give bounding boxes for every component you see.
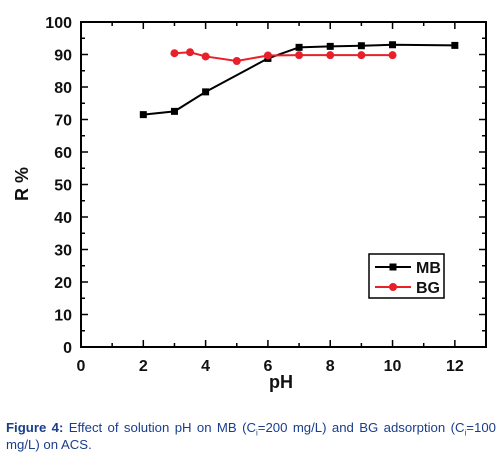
series-bg xyxy=(170,48,397,65)
legend-item-bg: BG xyxy=(375,280,440,297)
caption-text-2: =200 mg/L) and BG adsorption (C xyxy=(257,420,465,435)
y-tick-label: 20 xyxy=(54,275,72,292)
x-axis-title: pH xyxy=(269,372,293,392)
y-tick-label: 60 xyxy=(54,145,72,162)
x-tick-label: 0 xyxy=(77,358,86,375)
series-mb-point xyxy=(451,41,459,49)
legend-box xyxy=(368,253,445,299)
y-tick-label: 90 xyxy=(54,48,72,65)
x-tick-label: 4 xyxy=(201,358,210,375)
y-tick-label: 70 xyxy=(54,113,72,130)
y-tick-label: 80 xyxy=(54,80,72,97)
figure-label: Figure 4: xyxy=(6,420,64,435)
legend-label: BG xyxy=(416,280,440,297)
series-mb-point xyxy=(357,42,365,50)
series-mb-point xyxy=(326,42,334,50)
series-mb-point xyxy=(170,107,178,115)
y-tick-label: 10 xyxy=(54,308,72,325)
legend-label: MB xyxy=(416,260,441,277)
legend-swatch-marker xyxy=(389,263,397,271)
y-tick-label: 30 xyxy=(54,243,72,260)
series-bg-point xyxy=(201,52,210,61)
series-bg-point xyxy=(186,48,195,57)
caption-text-1: Effect of solution pH on MB (C xyxy=(63,420,256,435)
legend-swatch-marker xyxy=(389,283,397,291)
caption-sub-2: i xyxy=(464,428,467,438)
figure-caption: Figure 4: Effect of solution pH on MB (C… xyxy=(6,419,496,453)
x-tick-label: 12 xyxy=(446,358,464,375)
y-tick-label: 0 xyxy=(63,340,72,357)
y-ticks: 0 10 20 30 40 50 60 70 80 90 100 xyxy=(45,15,486,357)
series-mb-point xyxy=(202,88,210,96)
y-axis-title: R % xyxy=(12,167,32,201)
y-tick-label: 40 xyxy=(54,210,72,227)
x-tick-label: 6 xyxy=(263,358,272,375)
caption-text-3: =100 mg/L) on ACS. xyxy=(6,420,496,452)
legend: MB BG xyxy=(368,253,445,299)
x-ticks: 0 2 4 6 8 10 12 xyxy=(77,22,487,375)
y-tick-label: 100 xyxy=(45,15,72,32)
series-mb-point xyxy=(295,43,303,51)
series-bg-point xyxy=(388,51,397,60)
x-tick-label: 8 xyxy=(326,358,335,375)
series-bg-point xyxy=(326,51,335,60)
x-tick-label: 2 xyxy=(139,358,148,375)
legend-item-mb: MB xyxy=(375,260,441,277)
series-bg-point xyxy=(263,51,272,60)
caption-sub-1: i xyxy=(255,428,258,438)
series-mb-point xyxy=(389,41,397,49)
y-tick-label: 50 xyxy=(54,178,72,195)
x-tick-label: 10 xyxy=(384,358,402,375)
series-bg-point xyxy=(357,51,366,60)
series-mb-point xyxy=(139,111,147,119)
series-bg-point xyxy=(295,51,304,60)
series-bg-point xyxy=(232,57,241,65)
series-bg-point xyxy=(170,49,179,58)
series-layer xyxy=(139,41,459,119)
